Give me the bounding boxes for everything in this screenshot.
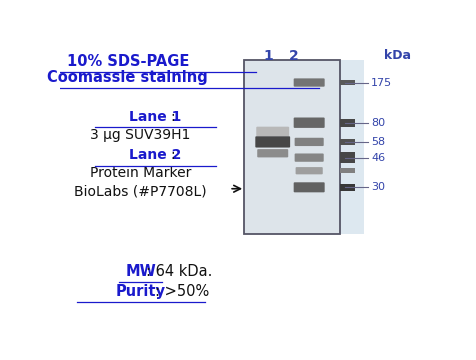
FancyBboxPatch shape (296, 167, 323, 174)
Text: 30: 30 (371, 182, 385, 192)
Text: Lane 1: Lane 1 (129, 110, 182, 123)
Text: kDa: kDa (384, 49, 410, 62)
FancyBboxPatch shape (295, 138, 324, 146)
FancyBboxPatch shape (295, 153, 324, 162)
Text: 1: 1 (263, 49, 273, 63)
Text: : 64 kDa.: : 64 kDa. (146, 264, 213, 279)
Text: 2: 2 (289, 49, 298, 63)
Bar (340, 139, 355, 145)
Bar (340, 184, 355, 191)
Text: 175: 175 (371, 77, 392, 87)
FancyBboxPatch shape (294, 78, 325, 87)
FancyBboxPatch shape (257, 149, 288, 157)
Text: Purity: Purity (116, 284, 166, 299)
Text: Lane 2: Lane 2 (129, 148, 182, 162)
Text: BioLabs (#P7708L): BioLabs (#P7708L) (74, 185, 207, 198)
Text: 58: 58 (371, 137, 386, 147)
Text: :: : (170, 148, 175, 162)
Bar (340, 80, 355, 85)
Text: MW: MW (125, 264, 156, 279)
Text: Protein Marker: Protein Marker (90, 166, 191, 180)
FancyBboxPatch shape (294, 117, 325, 128)
Text: : >50%: : >50% (155, 284, 209, 299)
Bar (340, 152, 355, 163)
FancyBboxPatch shape (256, 127, 289, 136)
Text: :: : (170, 110, 175, 123)
Bar (244, 60, 340, 234)
Text: 10% SDS-PAGE: 10% SDS-PAGE (67, 54, 189, 69)
Bar (340, 119, 355, 127)
FancyBboxPatch shape (255, 136, 290, 148)
Text: 80: 80 (371, 118, 386, 128)
Bar (340, 60, 364, 234)
Bar (340, 168, 355, 173)
Text: 46: 46 (371, 153, 386, 163)
FancyBboxPatch shape (294, 182, 325, 192)
Text: Coomassie staining: Coomassie staining (48, 70, 208, 85)
Text: 3 μg SUV39H1: 3 μg SUV39H1 (90, 128, 191, 142)
